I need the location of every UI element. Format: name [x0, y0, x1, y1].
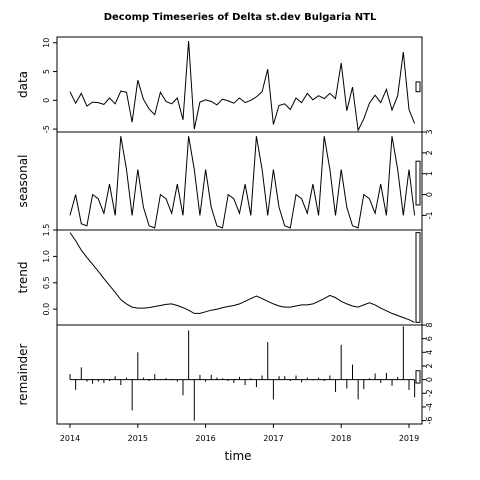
data-frame	[57, 37, 422, 132]
trend-ytick-label: 1.5	[42, 224, 51, 237]
chart-title: Decomp Timeseries of Delta st.dev Bulgar…	[104, 12, 377, 23]
remainder-ytick-label: -6	[425, 417, 434, 425]
trend-ytick-label: 0.5	[42, 276, 51, 289]
panel-remainder: remainder -6 -4 -2 0 2 4 6 8	[16, 322, 434, 424]
trend-ytick-label: 0.0	[42, 303, 51, 316]
seasonal-scale-bar	[416, 161, 420, 205]
x-tick-label: 2018	[331, 434, 351, 443]
data-ylabel: data	[16, 71, 30, 98]
seasonal-line	[70, 136, 415, 228]
x-tick-label: 2016	[195, 434, 215, 443]
x-tick-label: 2019	[399, 434, 419, 443]
data-ytick-label: 5	[42, 69, 51, 74]
seasonal-ytick-label: -1	[425, 211, 434, 219]
seasonal-ylabel: seasonal	[16, 155, 30, 208]
seasonal-ytick-label: 0	[425, 192, 434, 197]
data-ytick-label: 0	[42, 98, 51, 103]
remainder-ylabel: remainder	[16, 343, 30, 405]
x-axis: 2014 2015 2016 2017 2018 2019	[60, 424, 419, 443]
remainder-ytick-label: 6	[425, 336, 434, 341]
x-axis-label: time	[224, 449, 251, 463]
seasonal-frame	[57, 132, 422, 230]
remainder-ytick-label: 8	[425, 322, 434, 327]
data-scale-bar	[416, 82, 420, 92]
trend-frame	[57, 230, 422, 325]
remainder-ytick-label: 4	[425, 350, 434, 355]
trend-ylabel: trend	[16, 262, 30, 294]
remainder-ytick-label: 0	[425, 377, 434, 382]
panels-group: data -5 0 5 10 seasonal -1 0 1 2 3 trend 0.0 0.5 1.0 1.…	[16, 37, 434, 425]
seasonal-ytick-label: 1	[425, 171, 434, 176]
remainder-ytick-label: -2	[425, 389, 434, 397]
remainder-ytick-label: 2	[425, 363, 434, 368]
x-tick-label: 2014	[60, 434, 80, 443]
trend-scale-bar	[416, 233, 420, 323]
x-tick-label: 2015	[128, 434, 148, 443]
trend-ytick-label: 1.0	[42, 250, 51, 263]
seasonal-ytick-label: 2	[425, 150, 434, 155]
data-line	[70, 41, 415, 130]
panel-trend: trend 0.0 0.5 1.0 1.5	[16, 224, 422, 325]
data-ytick-label: -5	[42, 125, 51, 133]
remainder-ytick-label: -4	[425, 403, 434, 411]
data-ytick-label: 10	[42, 38, 51, 48]
x-tick-label: 2017	[263, 434, 283, 443]
seasonal-ytick-label: 3	[425, 129, 434, 134]
remainder-frame	[57, 325, 422, 424]
panel-seasonal: seasonal -1 0 1 2 3	[16, 129, 434, 230]
trend-line	[70, 233, 415, 323]
panel-data: data -5 0 5 10	[16, 37, 422, 133]
remainder-scale-bar	[416, 371, 420, 383]
